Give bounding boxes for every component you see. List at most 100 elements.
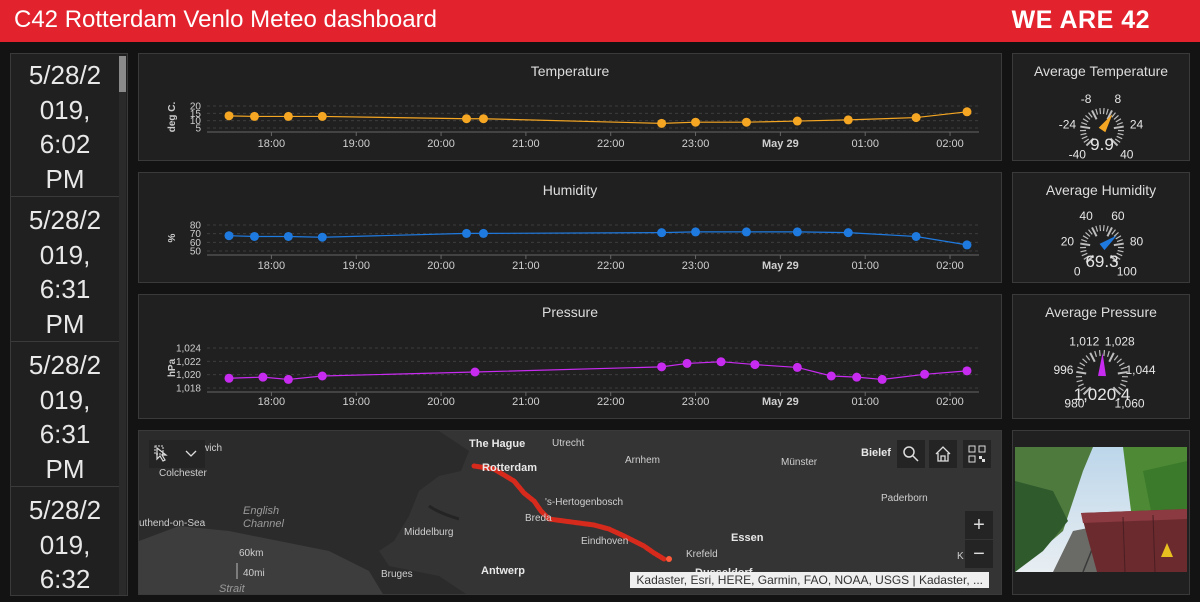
list-item[interactable]: 5/28/2 019, 6:31 PM [11,199,119,342]
data-point[interactable] [962,240,972,250]
data-point[interactable] [478,114,488,124]
search-button[interactable] [897,440,925,468]
scrollbar-thumb[interactable] [119,56,126,92]
data-point[interactable] [877,374,887,384]
gauge-tick [1102,225,1105,232]
data-point[interactable] [657,362,667,372]
map-label-arnhem: Arnhem [625,455,661,466]
data-point[interactable] [852,372,862,382]
gauge-tick [1114,255,1121,260]
gauge-tick [1103,350,1106,357]
map-label-wich: wich [202,443,223,454]
data-point[interactable] [792,227,802,237]
data-point[interactable] [792,116,802,126]
list-item[interactable]: 5/28/2 019, 6:32 PM [11,489,119,595]
zoom-in-button[interactable]: + [965,511,993,539]
gauge-tick [1085,232,1091,237]
data-point[interactable] [657,228,667,238]
data-point[interactable] [462,228,472,238]
gauge-tick [1116,358,1122,364]
y-tick-label: 15 [190,109,202,120]
data-point[interactable] [317,371,327,381]
x-tick-label: 18:00 [258,396,286,408]
x-tick-label: 18:00 [258,138,286,150]
map-attribution[interactable]: Kadaster, Esri, HERE, Garmin, FAO, NOAA,… [630,572,989,588]
data-point[interactable] [843,115,853,125]
data-point[interactable] [843,228,853,238]
list-scrollbar[interactable] [119,56,126,595]
map-canvas[interactable] [139,431,1002,595]
data-point[interactable] [462,114,472,124]
data-point[interactable] [249,231,259,241]
timestamp-date: 5/28/2 [28,350,102,380]
data-point[interactable] [682,358,692,368]
map-label-eindhoven: Eindhoven [581,536,629,547]
gauge-tick-label: 1,060 [1115,397,1145,411]
map-label-bruges: Bruges [381,569,413,580]
data-point[interactable] [478,228,488,238]
data-point[interactable] [741,117,751,127]
timestamp-time: 6:31 [39,419,91,449]
y-tick-label: 1,018 [176,384,201,395]
data-point[interactable] [249,111,259,121]
map-label-colchester: Colchester [159,468,207,479]
gauge-tick-label: 20 [1061,235,1075,249]
zoom-out-button[interactable]: − [965,540,993,568]
data-point[interactable] [962,107,972,117]
gauge-tick-label: 1,028 [1105,334,1135,348]
map-label-bielef: Bielef [861,447,891,459]
data-point[interactable] [224,373,234,383]
timestamp-ampm: PM [45,163,85,194]
data-point[interactable] [317,111,327,121]
gauge-tick [1077,383,1084,387]
list-item[interactable]: 5/28/2 019, 6:31 PM [11,344,119,487]
data-point[interactable] [716,357,726,367]
data-point[interactable] [962,366,972,376]
data-point[interactable] [224,111,234,121]
data-point[interactable] [283,231,293,241]
data-point[interactable] [920,369,930,379]
data-point[interactable] [283,374,293,384]
data-point[interactable] [470,367,480,377]
data-point[interactable] [317,232,327,242]
gauge-tick-label: 1,012 [1069,334,1099,348]
map-label-antwerp: Antwerp [481,565,525,577]
data-point[interactable] [691,227,701,237]
data-point[interactable] [224,231,234,241]
search-icon [903,446,919,462]
gauge-tick [1106,109,1113,120]
data-point[interactable] [911,113,921,123]
timestamp-list[interactable]: 5/28/2 019, 6:02 PM 5/28/2 019, 6:31 PM … [10,53,128,596]
x-tick-label: 01:00 [851,138,879,150]
gauge-tick [1115,118,1122,123]
select-dropdown-button[interactable] [177,440,205,468]
data-point[interactable] [283,111,293,121]
y-tick-label: 10 [190,116,202,127]
x-tick-label: 02:00 [936,396,964,408]
y-tick-label: 5 [195,124,201,135]
gauge-tick [1080,249,1087,253]
gauge-tick [1111,229,1116,235]
select-tool-button[interactable] [149,440,177,468]
x-tick-label: 22:00 [597,138,625,150]
list-item[interactable]: 5/28/2 019, 6:02 PM [11,54,119,197]
qr-code-button[interactable] [963,440,991,468]
data-point[interactable] [826,371,836,381]
data-point[interactable] [691,117,701,127]
map-label-southend: uthend-on-Sea [139,518,206,529]
data-point[interactable] [657,118,667,128]
route-map[interactable]: The Hague Utrecht Rotterdam Arnhem Münst… [138,430,1002,595]
data-point[interactable] [792,362,802,372]
camera-photo [1013,431,1189,594]
gauge-tick [1105,225,1109,232]
gauge-tick [1082,386,1092,396]
data-point[interactable] [750,360,760,370]
data-point[interactable] [741,227,751,237]
pressure-chart[interactable]: 1,024 1,022 1,020 1,018 hPa 18:00 19:00 20:00 21… [139,295,1001,418]
data-point[interactable] [258,372,268,382]
home-button[interactable] [929,440,957,468]
data-point[interactable] [911,231,921,241]
x-tick-label: 02:00 [936,260,964,272]
